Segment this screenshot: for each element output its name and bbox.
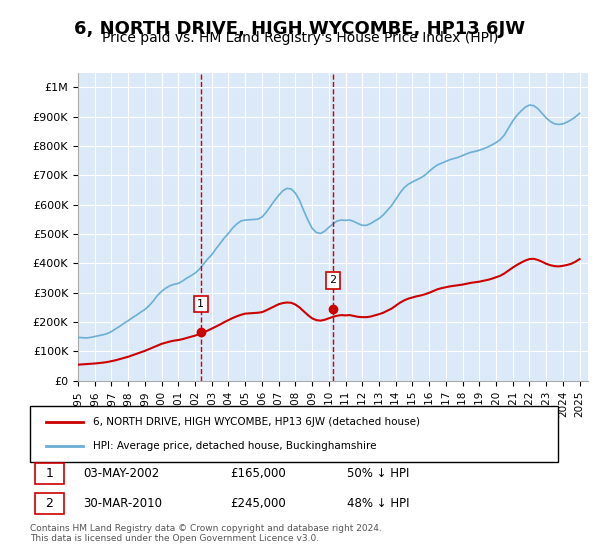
FancyBboxPatch shape — [35, 493, 64, 514]
Text: HPI: Average price, detached house, Buckinghamshire: HPI: Average price, detached house, Buck… — [94, 441, 377, 451]
Text: 1: 1 — [197, 299, 204, 309]
Text: 6, NORTH DRIVE, HIGH WYCOMBE, HP13 6JW (detached house): 6, NORTH DRIVE, HIGH WYCOMBE, HP13 6JW (… — [94, 417, 421, 427]
Text: 30-MAR-2010: 30-MAR-2010 — [83, 497, 162, 510]
Text: 2: 2 — [329, 276, 337, 286]
FancyBboxPatch shape — [30, 406, 558, 462]
Text: 1: 1 — [46, 468, 53, 480]
Text: 6, NORTH DRIVE, HIGH WYCOMBE, HP13 6JW: 6, NORTH DRIVE, HIGH WYCOMBE, HP13 6JW — [74, 20, 526, 38]
Text: £245,000: £245,000 — [230, 497, 286, 510]
Text: 48% ↓ HPI: 48% ↓ HPI — [347, 497, 409, 510]
Text: 50% ↓ HPI: 50% ↓ HPI — [347, 468, 409, 480]
FancyBboxPatch shape — [35, 463, 64, 484]
Text: 2: 2 — [46, 497, 53, 510]
Text: 03-MAY-2002: 03-MAY-2002 — [83, 468, 159, 480]
Text: Price paid vs. HM Land Registry's House Price Index (HPI): Price paid vs. HM Land Registry's House … — [102, 31, 498, 45]
Text: £165,000: £165,000 — [230, 468, 286, 480]
Text: Contains HM Land Registry data © Crown copyright and database right 2024.
This d: Contains HM Land Registry data © Crown c… — [30, 524, 382, 543]
